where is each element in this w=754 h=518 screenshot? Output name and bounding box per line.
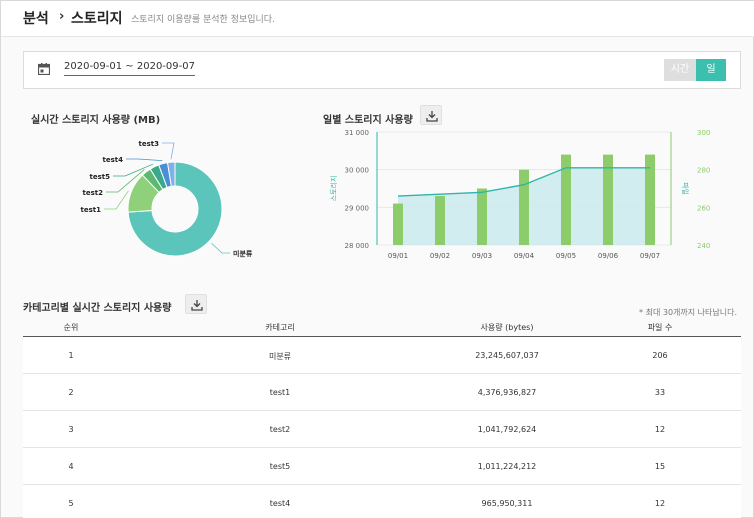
table-row: 3 test2 1,041,792,624 12 [23,411,741,448]
left-axis-tick-label: 29 000 [345,204,370,212]
daily-chart-title: 일별 스토리지 사용량 [323,115,413,126]
category-limit-note: * 최대 30개까지 나타납니다. [639,308,737,317]
column-header-file-count: 파일 수 [647,323,673,332]
day-toggle-button[interactable]: 일 [696,59,726,81]
donut-label-0: 미분류 [233,249,253,258]
date-filter-bar: 2020-09-01 ~ 2020-09-07 시간 일 [23,51,741,89]
column-header-usage: 사용량 (bytes) [480,323,534,332]
storage-line [397,167,650,197]
hour-toggle-button[interactable]: 시간 [664,59,696,81]
file-count-bar [477,188,487,245]
donut-leader-line-0 [211,242,230,254]
file-count-bar [561,154,571,245]
left-axis-tick-label: 30 000 [345,167,370,175]
daily-usage-chart: 28 000 240 29 000 260 30 000 280 31 000 300 09/0… [329,129,710,260]
page-title: 스토리지 [71,11,123,27]
donut-leader-line-2 [106,169,145,193]
right-axis-tick-label: 240 [697,242,710,250]
file-count-bar [435,196,445,245]
date-range-input[interactable]: 2020-09-01 ~ 2020-09-07 [64,61,195,76]
right-axis-label: 파일 [681,182,690,195]
cell-category: test4 [269,499,291,508]
cell-rank: 1 [68,351,74,360]
left-axis-tick-label: 31 000 [345,129,370,137]
right-axis-tick-label: 260 [697,204,710,212]
download-icon [191,300,203,311]
x-axis-tick-label: 09/04 [514,252,535,260]
breadcrumb-section[interactable]: 분석 [23,11,49,27]
breadcrumb-separator-icon: › [59,9,65,24]
column-header-rank: 순위 [63,323,79,332]
right-axis-tick-label: 280 [697,167,710,175]
cell-rank: 3 [68,425,74,434]
donut-leader-line-3 [113,163,154,177]
daily-download-button[interactable] [420,105,442,125]
cell-usage: 1,011,224,212 [477,462,537,471]
x-axis-tick-label: 09/03 [472,252,492,260]
donut-slice-5 [166,161,176,187]
file-count-bar [393,203,403,245]
cell-usage: 1,041,792,624 [477,425,537,434]
table-header: 순위 카테고리 사용량 (bytes) 파일 수 [23,319,741,337]
category-table-title: 카테고리별 실시간 스토리지 사용량 [23,303,172,314]
donut-leader-line-1 [104,190,129,210]
donut-label-4: test4 [103,156,124,164]
left-axis-label: 스토리지 [329,176,338,202]
column-header-category: 카테고리 [265,323,295,332]
donut-label-3: test5 [90,173,111,181]
calendar-icon[interactable] [38,63,50,75]
cell-category: test1 [269,388,291,397]
donut-leader-line-5 [162,142,175,160]
cell-category: test2 [269,425,291,434]
file-count-bar [645,154,655,245]
realtime-donut-chart: 미분류 test1 test2 test5 test4 test3 [81,140,253,258]
cell-file-count: 33 [654,388,666,397]
x-axis-tick-label: 09/01 [388,252,408,260]
x-axis-tick-label: 09/07 [640,252,660,260]
cell-file-count: 15 [654,462,666,471]
cell-category: test5 [269,462,291,471]
file-count-bar [519,169,529,245]
cell-file-count: 206 [652,351,668,360]
cell-file-count: 12 [654,425,666,434]
x-axis-tick-label: 09/05 [556,252,576,260]
category-table: 순위 카테고리 사용량 (bytes) 파일 수 1 미분류 23,245,60… [23,319,741,518]
download-icon [426,111,438,122]
realtime-chart-title: 실시간 스토리지 사용량 (MB) [31,115,161,126]
cell-rank: 4 [68,462,74,471]
category-download-button[interactable] [185,294,207,314]
cell-usage: 23,245,607,037 [475,351,539,360]
donut-leader-line-4 [126,158,163,162]
table-row: 4 test5 1,011,224,212 15 [23,448,741,485]
donut-slice-0 [127,161,223,257]
page-description: 스토리지 이용량를 분석한 정보입니다. [131,15,275,25]
left-axis-tick-label: 28 000 [345,242,370,250]
table-row: 5 test4 965,950,311 12 [23,485,741,518]
donut-label-1: test1 [81,206,102,214]
page-header: 분석 › 스토리지 스토리지 이용량를 분석한 정보입니다. [1,1,754,37]
cell-usage: 965,950,311 [481,499,533,508]
x-axis-tick-label: 09/06 [598,252,619,260]
cell-rank: 2 [68,388,74,397]
donut-label-5: test3 [139,140,160,148]
table-row: 1 미분류 23,245,607,037 206 [23,337,741,374]
x-axis-tick-label: 09/02 [430,252,450,260]
cell-usage: 4,376,936,827 [477,388,537,397]
cell-category: 미분류 [268,352,292,361]
table-row: 2 test1 4,376,936,827 33 [23,374,741,411]
cell-file-count: 12 [654,499,666,508]
donut-label-2: test2 [83,189,104,197]
right-axis-tick-label: 300 [697,129,710,137]
cell-rank: 5 [68,499,74,508]
file-count-bar [603,154,613,245]
